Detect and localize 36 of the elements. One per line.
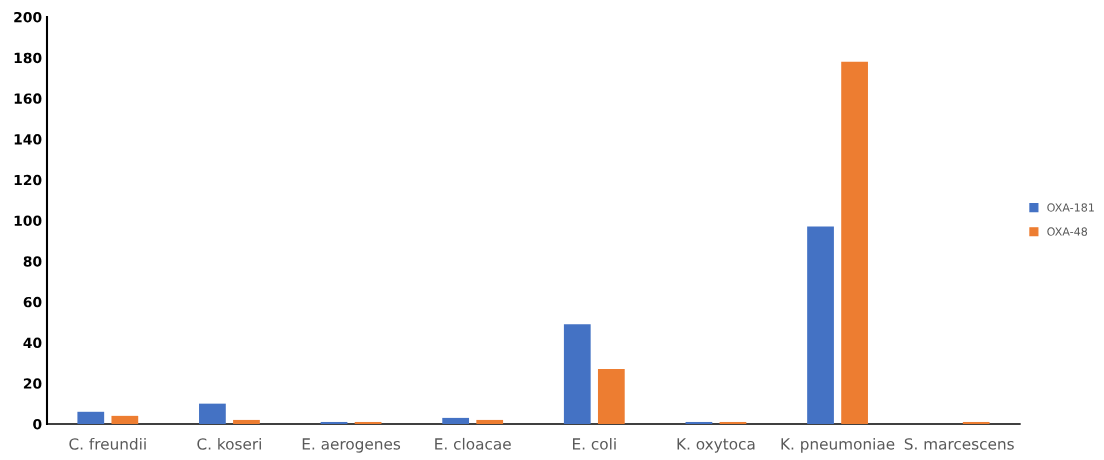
y-tick-label: 160 (14, 93, 42, 104)
bar (962, 421, 990, 424)
bar (476, 419, 504, 424)
y-tick-label: 100 (14, 215, 42, 226)
x-tick-label: C. freundii (69, 437, 146, 450)
y-tick-label: 140 (14, 134, 42, 145)
bar (199, 403, 226, 424)
bar (563, 324, 591, 424)
bar (597, 369, 625, 424)
legend-label: OXA-181 (1047, 203, 1094, 212)
x-tick-label: K. oxytoca (677, 438, 755, 453)
bar (841, 61, 868, 424)
y-tick-label: 20 (23, 378, 42, 389)
bar (807, 226, 834, 424)
x-tick-label: E. aerogenes (302, 438, 401, 453)
x-tick-label: K. pneumoniae (781, 437, 895, 453)
x-tick-label: C. koseri (197, 437, 261, 450)
bar (320, 421, 348, 424)
bar (354, 421, 382, 424)
bar (685, 421, 713, 424)
x-tick-label: E. coli (573, 437, 616, 450)
bar (442, 417, 470, 424)
legend-label: OXA-48 (1047, 227, 1088, 236)
y-tick-label: 60 (23, 296, 42, 308)
y-tick-label: 180 (14, 52, 42, 64)
y-tick-label: 200 (14, 11, 42, 23)
y-tick-label: 0 (33, 418, 42, 430)
bar (111, 415, 139, 424)
bar (77, 411, 105, 424)
y-tick-label: 40 (23, 337, 42, 349)
x-tick-label: E. cloacae (435, 437, 511, 450)
x-tick-label: S. marcescens (904, 438, 1014, 450)
y-tick-label: 120 (14, 174, 42, 186)
y-tick-label: 80 (23, 256, 42, 267)
bar (233, 419, 260, 424)
bar (719, 421, 747, 424)
